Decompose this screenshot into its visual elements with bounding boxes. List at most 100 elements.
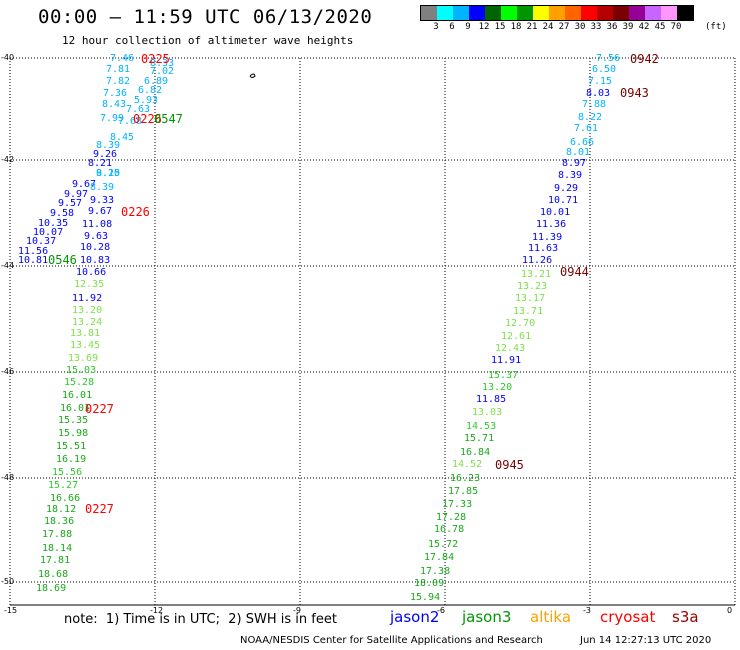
swh-label: 15.94 (410, 592, 440, 603)
y-tick-label: -42 (1, 155, 14, 164)
swh-label: 8.97 (562, 158, 586, 169)
swh-label: 8.39 (90, 182, 114, 193)
swh-label: 10.07 (33, 227, 63, 238)
scale-swatch (517, 6, 533, 20)
generation-timestamp: Jun 14 12:27:13 UTC 2020 (580, 635, 712, 646)
scale-swatch (469, 6, 485, 20)
swh-label: 13.20 (72, 305, 102, 316)
swh-label: 18.68 (38, 569, 68, 580)
swh-label: 8.01 (566, 147, 590, 158)
swh-label: 14.53 (466, 421, 496, 432)
swh-label: 17.38 (420, 566, 450, 577)
swh-label: 17.88 (42, 529, 72, 540)
swh-label: 18.36 (44, 516, 74, 527)
footnote: note: 1) Time is in UTC; 2) SWH is in fe… (64, 612, 337, 627)
swh-label: 7.63 (126, 104, 150, 115)
swh-label: 15.37 (488, 370, 518, 381)
scale-swatch (485, 6, 501, 20)
swh-label: 17.85 (448, 486, 478, 497)
swh-label: 17.81 (40, 555, 70, 566)
scale-swatch (581, 6, 597, 20)
swh-label: 7.46 (110, 53, 134, 64)
swh-label: 7.99 (100, 113, 124, 124)
scale-swatch (661, 6, 677, 20)
swh-label: 16.01 (60, 403, 90, 414)
swh-label: 18.09 (414, 578, 444, 589)
scale-unit: (ft) (705, 22, 727, 32)
swh-label: 9.67 (72, 179, 96, 190)
swh-label: 8.21 (88, 158, 112, 169)
swh-label: 5.93 (134, 95, 158, 106)
swh-label: 18.14 (42, 543, 72, 554)
swh-label: 9.29 (554, 183, 578, 194)
swh-label: 9.58 (50, 208, 74, 219)
y-tick-label: -40 (1, 53, 14, 62)
pass-time-label: 0226 (133, 112, 162, 126)
scale-swatch (437, 6, 453, 20)
swh-label: 16.78 (434, 524, 464, 535)
swh-label: 11.08 (82, 219, 112, 230)
x-tick-label: -6 (437, 606, 445, 615)
scale-swatch (421, 6, 437, 20)
swh-label: 7.15 (588, 76, 612, 87)
scale-label: 3 (433, 22, 439, 32)
swh-label: 15.27 (48, 480, 78, 491)
swh-label: 8.03 (586, 88, 610, 99)
swh-label: 13.20 (482, 382, 512, 393)
x-tick-label: -9 (293, 606, 301, 615)
swh-label: 9.26 (93, 149, 117, 160)
scale-label: 6 (449, 22, 455, 32)
scale-label: 24 (542, 22, 554, 32)
swh-label: 12.35 (74, 279, 104, 290)
island-outline (249, 73, 256, 78)
scale-swatch (533, 6, 549, 20)
swh-label: 6.50 (592, 64, 616, 75)
scale-label: 12 (478, 22, 490, 32)
scale-swatch (501, 6, 517, 20)
legend-item-s3a: s3a (672, 608, 699, 626)
swh-label: 14.52 (452, 459, 482, 470)
page-title: 00:00 – 11:59 UTC 06/13/2020 (38, 6, 373, 28)
color-scale-bar (420, 5, 694, 21)
swh-label: 10.28 (80, 242, 110, 253)
scale-label: 33 (590, 22, 602, 32)
pass-time-label: 0546 (48, 253, 77, 267)
scale-swatch (677, 6, 693, 20)
swh-label: 10.71 (548, 195, 578, 206)
y-tick-label: -46 (1, 367, 14, 376)
pass-time-label: 0225 (141, 52, 170, 66)
x-tick-label: -12 (150, 606, 163, 615)
swh-label: 17.84 (424, 552, 454, 563)
y-tick-label: -48 (1, 473, 14, 482)
swh-label: 15.51 (56, 441, 86, 452)
swh-label: 6.89 (144, 76, 168, 87)
pass-time-label: 0227 (85, 502, 114, 516)
swh-label: 15.28 (64, 377, 94, 388)
axis-ticks: -40 -42 -44 -46 -48 -50 -15 -12 -9 -6 -3 0 (1, 53, 732, 615)
swh-label: 17.33 (442, 499, 472, 510)
x-tick-label: -3 (583, 606, 591, 615)
swh-label: 9.57 (58, 198, 82, 209)
swh-label: 7.02 (150, 66, 174, 77)
scale-swatch (565, 6, 581, 20)
swh-label: 11.91 (491, 355, 521, 366)
swh-label: 10.83 (80, 255, 110, 266)
y-tick-label: -44 (1, 261, 14, 270)
swh-label: 8.43 (102, 99, 126, 110)
swh-label: 13.23 (517, 281, 547, 292)
swh-label: 13.24 (72, 317, 102, 328)
swh-label: 6.66 (570, 137, 594, 148)
swh-label: 15.56 (52, 467, 82, 478)
x-tick-label: 0 (727, 606, 732, 615)
scale-label: 39 (622, 22, 634, 32)
swh-label: 16.19 (56, 454, 86, 465)
legend-item-jason2: jason2 (390, 608, 440, 626)
swh-label: 8.33 (150, 58, 174, 69)
swh-label: 11.36 (536, 219, 566, 230)
swh-label: 17.28 (436, 512, 466, 523)
scale-swatch (549, 6, 565, 20)
pass-time-label: 0942 (630, 52, 659, 66)
swh-label: 10.01 (540, 207, 570, 218)
swh-label: 13.81 (70, 328, 100, 339)
swh-label: 7.88 (582, 99, 606, 110)
